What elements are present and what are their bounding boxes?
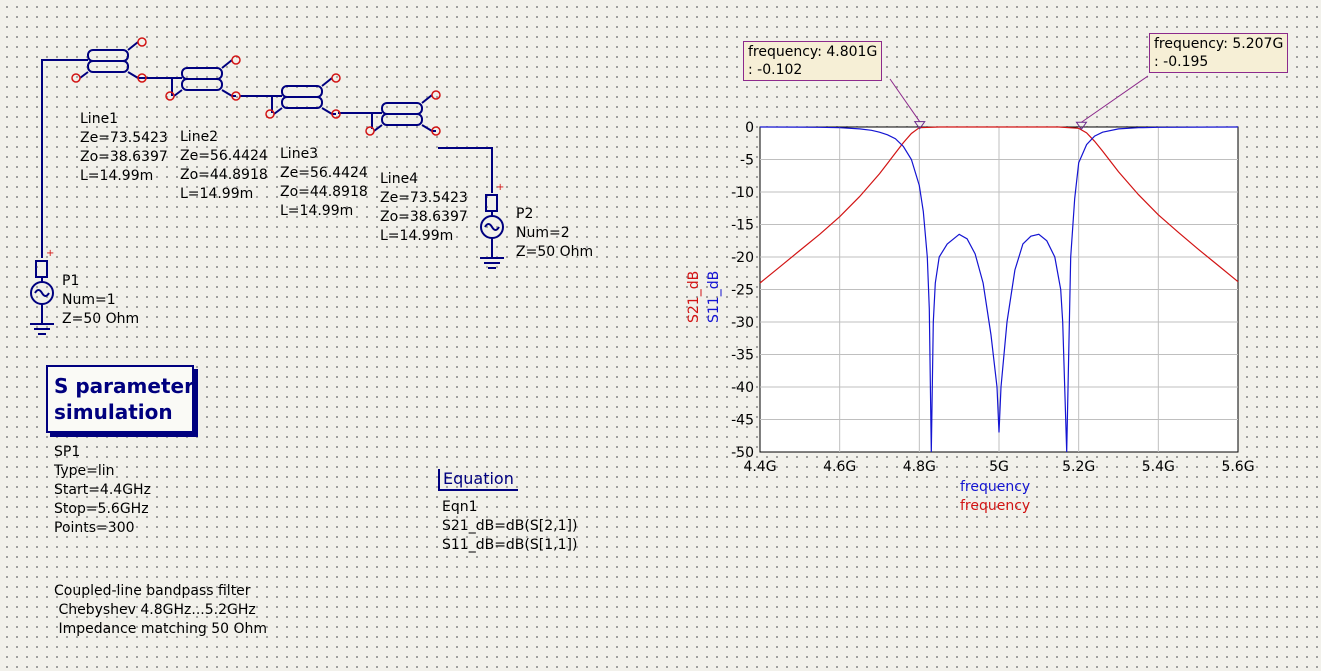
coupled-line-symbol-2[interactable] bbox=[165, 55, 241, 101]
line4-label: Line4 Ze=73.5423 Zo=38.6397 L=14.99m bbox=[380, 171, 468, 244]
equation-header: Equation bbox=[443, 469, 514, 488]
marker-callout-1[interactable]: frequency: 4.801G : -0.102 bbox=[743, 41, 883, 81]
y-axis-label-s11: S11_dB bbox=[706, 270, 722, 323]
coupled-line-symbol-4[interactable] bbox=[365, 90, 441, 136]
simulation-title: S parameter simulation bbox=[54, 374, 194, 424]
port-p1-label: P1 Num=1 Z=50 Ohm bbox=[62, 273, 140, 327]
equation-params: Eqn1 S21_dB=dB(S[2,1]) S11_dB=dB(S[1,1]) bbox=[442, 499, 578, 553]
line2-label: Line2 Ze=56.4424 Zo=44.8918 L=14.99m bbox=[180, 129, 268, 202]
simulation-params: SP1 Type=lin Start=4.4GHz Stop=5.6GHz Po… bbox=[54, 444, 151, 536]
coupled-line-symbol-3[interactable] bbox=[265, 73, 341, 119]
line3-label: Line3 Ze=56.4424 Zo=44.8918 L=14.99m bbox=[280, 146, 368, 219]
y-axis-label-s21: S21_dB bbox=[686, 270, 702, 323]
svg-text:+: + bbox=[496, 182, 504, 193]
line1-label: Line1 Ze=73.5423 Zo=38.6397 L=14.99m bbox=[80, 111, 168, 184]
coupled-line-symbol-1[interactable] bbox=[71, 37, 147, 83]
x-axis-label-s21: frequency bbox=[960, 498, 1031, 514]
marker-callout-2[interactable]: frequency: 5.207G : -0.195 bbox=[1149, 33, 1289, 73]
equation-block[interactable]: Equation bbox=[438, 469, 518, 491]
sparameter-simulation-block[interactable]: S parameter simulation bbox=[46, 365, 194, 433]
port-p2-label: P2 Num=2 Z=50 Ohm bbox=[516, 206, 594, 260]
schematic-notes: Coupled-line bandpass filter Chebyshev 4… bbox=[54, 583, 267, 637]
x-axis-label-s11: frequency bbox=[960, 479, 1031, 495]
svg-text:+: + bbox=[46, 248, 54, 259]
